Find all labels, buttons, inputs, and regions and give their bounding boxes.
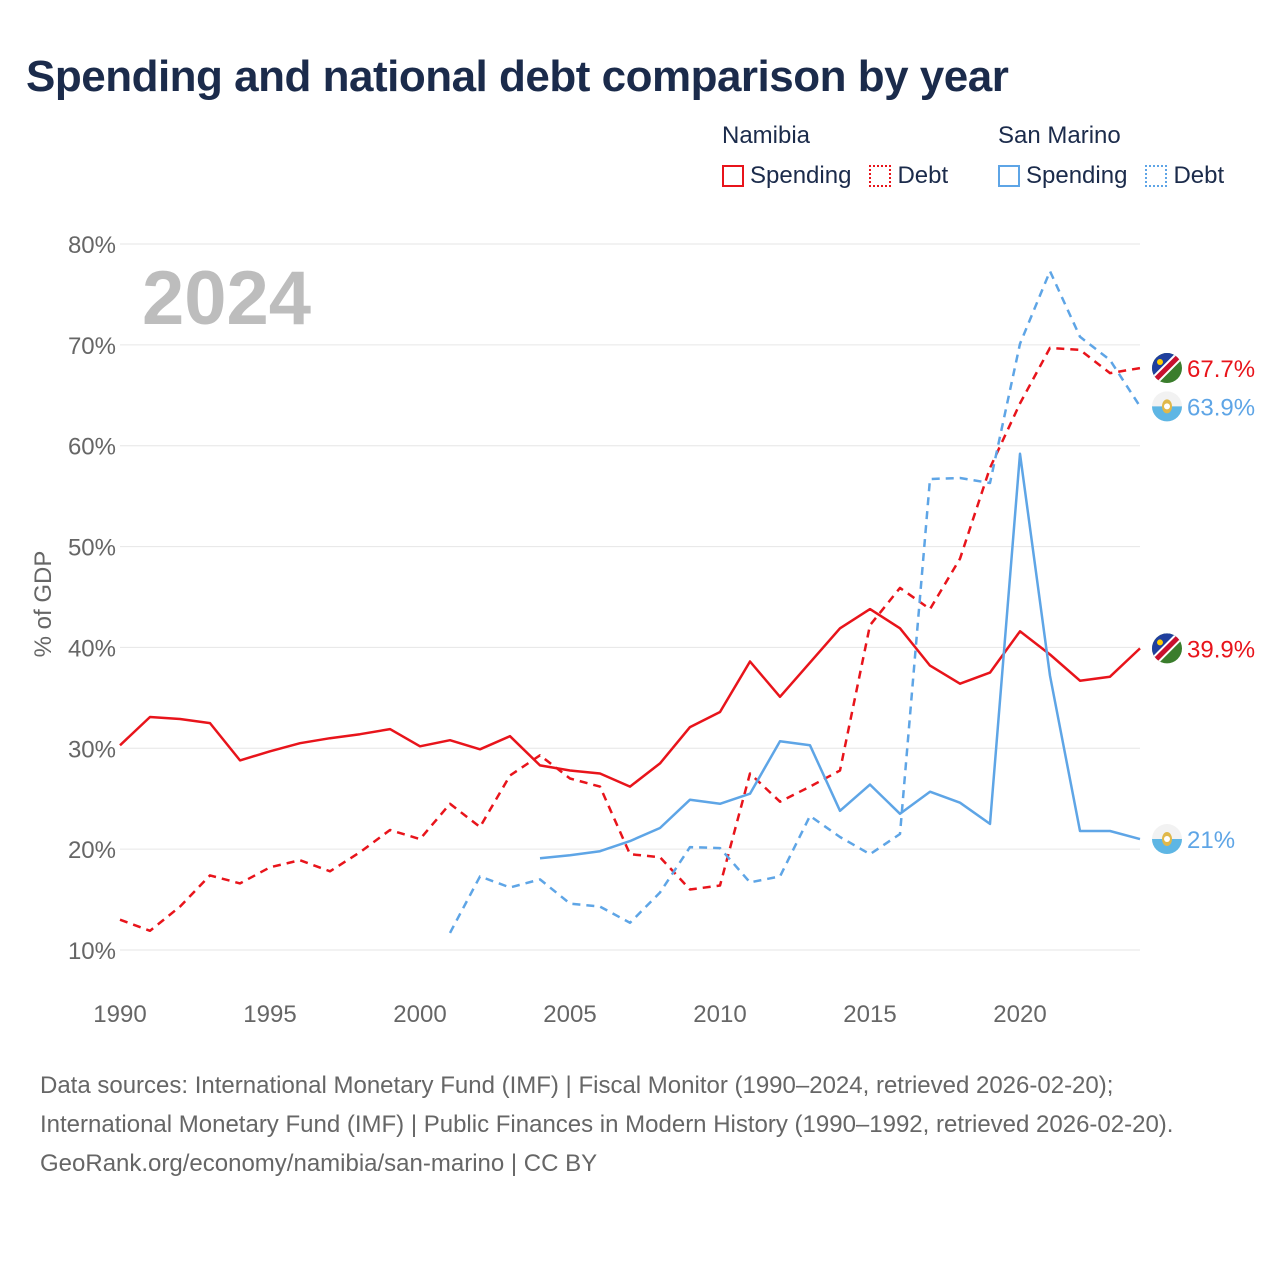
credit-link[interactable]: GeoRank.org/economy/namibia/san-marino |…: [40, 1150, 598, 1177]
y-axis-label: % of GDP: [30, 551, 57, 658]
end-label-namibia-spending: 39.9%: [1187, 636, 1255, 663]
legend-swatch-dotted: [1145, 165, 1168, 187]
year-watermark: 2024: [142, 256, 311, 341]
line-chart: 10% 20% 30% 40% 50% 60% 70% 80% 1990 1995 2000 2005…: [30, 232, 1255, 1028]
y-tick-label: 10%: [68, 938, 116, 965]
chart-title: Spending and national debt comparison by…: [26, 52, 1009, 101]
legend-swatch-solid: [722, 165, 744, 187]
data-sources: Data sources: International Monetary Fun…: [40, 1072, 1174, 1138]
y-tick-label: 30%: [68, 736, 116, 763]
series-line-namibia-spending: [119, 607, 1141, 788]
series-line-san-marino-spending: [539, 452, 1141, 860]
legend-label: Debt: [897, 162, 949, 189]
legend-group-namibia: Namibia Spending Debt: [722, 122, 966, 190]
x-tick-label: 2000: [393, 1001, 446, 1028]
y-tick-label: 80%: [68, 232, 116, 259]
legend-item-namibia-spending[interactable]: Spending: [722, 162, 851, 190]
x-tick-label: 2005: [543, 1001, 596, 1028]
legend-country-namibia: Namibia: [722, 122, 811, 149]
end-label-namibia-debt: 67.7%: [1187, 356, 1255, 383]
x-tick-label: 2020: [993, 1001, 1046, 1028]
y-tick-label: 40%: [68, 635, 116, 662]
x-tick-label: 1995: [243, 1001, 296, 1028]
x-tick-label: 2010: [693, 1001, 746, 1028]
x-tick-label: 1990: [93, 1001, 146, 1028]
namibia-flag-icon: [1152, 353, 1182, 384]
end-label-san-marino-debt: 63.9%: [1187, 394, 1255, 421]
legend-item-namibia-debt[interactable]: Debt: [869, 162, 948, 190]
footer: Data sources: International Monetary Fun…: [40, 1066, 1250, 1183]
y-tick-label: 70%: [68, 333, 116, 360]
legend-group-san-marino: San Marino Spending Debt: [998, 122, 1242, 190]
y-tick-label: 60%: [68, 434, 116, 461]
san-marino-flag-icon: [1152, 391, 1182, 422]
legend-label: Debt: [1173, 162, 1225, 189]
legend-swatch-dotted: [869, 165, 892, 187]
y-tick-label: 20%: [68, 837, 116, 864]
y-tick-label: 50%: [68, 535, 116, 562]
x-tick-label: 2015: [843, 1001, 896, 1028]
legend-label: Spending: [1026, 162, 1128, 189]
end-label-san-marino-spending: 21%: [1187, 827, 1235, 854]
legend-label: Spending: [750, 162, 852, 189]
namibia-flag-icon: [1152, 633, 1182, 664]
legend-item-san-marino-debt[interactable]: Debt: [1145, 162, 1224, 190]
san-marino-flag-icon: [1152, 824, 1182, 855]
legend-country-san-marino: San Marino: [998, 122, 1121, 149]
series-line-san-marino-debt: [448, 269, 1142, 934]
legend-swatch-solid: [998, 165, 1020, 187]
series-line-namibia-debt: [119, 346, 1141, 933]
legend-item-san-marino-spending[interactable]: Spending: [998, 162, 1127, 190]
